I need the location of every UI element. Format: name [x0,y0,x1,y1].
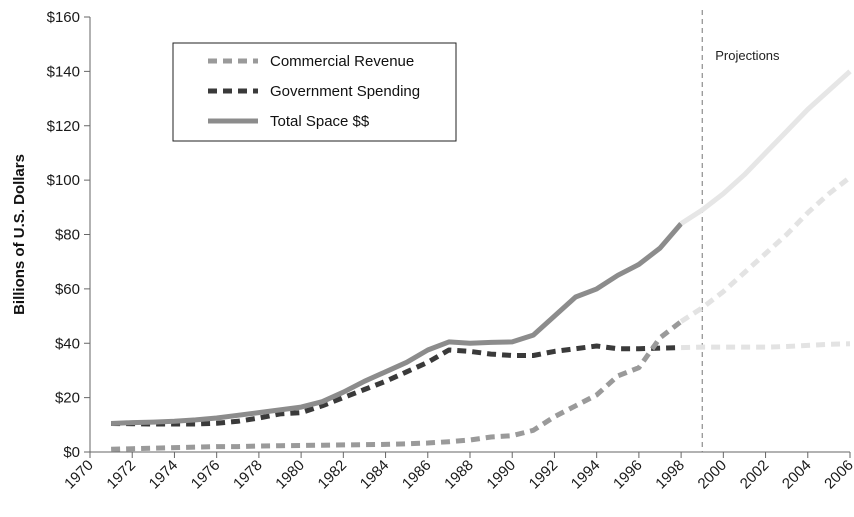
x-tick-label: 1978 [230,457,266,493]
x-tick-label: 1980 [272,457,308,493]
x-tick-label: 1996 [610,457,646,493]
x-tick-label: 1998 [652,457,688,493]
x-tick-label: 2000 [695,457,731,493]
x-tick-label: 1972 [103,457,139,493]
x-tick-label: 2004 [779,457,815,493]
series-total-space-projection-line [679,69,852,226]
legend-label: Total Space $$ [270,113,370,130]
x-tick-label: 1994 [568,457,604,493]
x-tick-label: 1970 [61,457,97,493]
x-tick-label: 1986 [399,457,435,493]
y-tick-label: $0 [63,444,80,461]
y-tick-label: $120 [47,118,80,135]
legend: Commercial Revenue Government Spending Tot… [172,42,457,142]
series-total-space-line [110,221,683,426]
series-group [110,69,852,452]
x-tick-label: 1982 [315,457,351,493]
x-tick-label: 1974 [146,457,182,493]
series-government-spending-line [111,343,682,427]
y-tick-label: $40 [55,335,80,352]
y-axis: $0 $20 $40 $60 $80 $100 $120 $140 $160 [47,9,91,461]
y-tick-label: $80 [55,227,80,244]
legend-box [172,42,457,142]
x-tick-label: 1988 [441,457,477,493]
series-government-spending-projection-line [681,341,851,351]
x-tick-label: 1984 [357,457,393,493]
x-tick-label: 1992 [526,457,562,493]
y-tick-label: $60 [55,281,80,298]
legend-label: Commercial Revenue [270,53,414,70]
x-axis: 1970 1972 1974 1976 1978 1980 1982 1984 1986 1988… [61,451,854,493]
x-tick-label: 1990 [483,457,519,493]
y-tick-label: $20 [55,390,80,407]
y-tick-label: $160 [47,9,80,26]
x-tick-label: 1976 [188,457,224,493]
y-tick-label: $140 [47,63,80,80]
series-commercial-revenue-projection-line [679,175,852,324]
y-axis-label: Billions of U.S. Dollars [11,154,28,315]
legend-label: Government Spending [270,83,420,100]
series-commercial-revenue-line [111,319,683,452]
y-tick-label: $100 [47,172,80,189]
projections-annotation: Projections [715,48,780,63]
x-tick-label: 2002 [737,457,773,493]
x-tick-label: 2006 [821,457,854,493]
